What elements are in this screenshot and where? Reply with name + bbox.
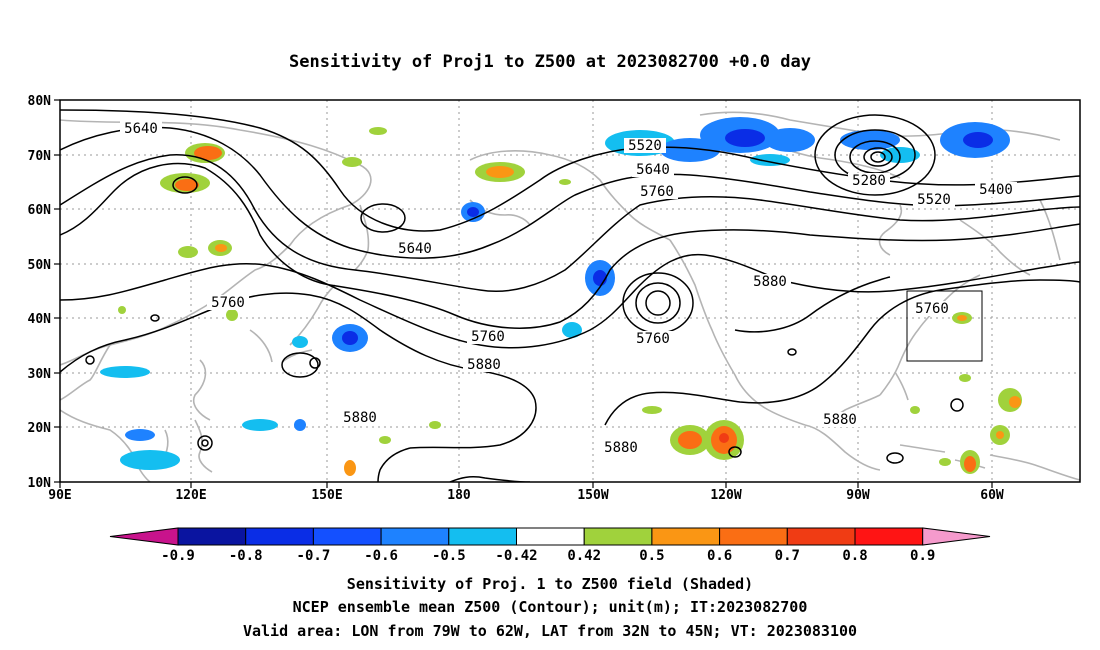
colorbar-label: -0.5 <box>432 548 466 564</box>
contour-label: 5760 <box>636 331 670 347</box>
caption-line-1: Sensitivity of Proj. 1 to Z500 field (Sh… <box>347 575 753 593</box>
contour-label: 5760 <box>915 301 949 317</box>
lat-label: 30N <box>28 367 52 382</box>
longitude-labels: 90E 120E 150E 180 150W 120W 90W 60W <box>48 488 1004 503</box>
contour-label: 5760 <box>211 295 245 311</box>
contour-label: 5880 <box>823 412 857 428</box>
lat-label: 60N <box>28 203 52 218</box>
lon-label: 120E <box>175 488 206 503</box>
lat-label: 50N <box>28 258 52 273</box>
lon-label: 120W <box>710 488 741 503</box>
lat-label: 80N <box>28 94 52 109</box>
colorbar-label: -0.42 <box>495 548 537 564</box>
caption-line-2: NCEP ensemble mean Z500 (Contour); unit(… <box>293 598 808 616</box>
colorbar-box <box>651 527 721 546</box>
contour-label: 5880 <box>343 410 377 426</box>
colorbar-box <box>380 527 450 546</box>
latitude-labels: 80N 70N 60N 50N 40N 30N 20N 10N <box>28 94 52 491</box>
lon-label: 150W <box>577 488 608 503</box>
lat-label: 20N <box>28 421 52 436</box>
lon-label: 90W <box>846 488 870 503</box>
colorbar-box <box>583 527 653 546</box>
axis-ticks <box>54 99 993 488</box>
contour-label: 5760 <box>640 184 674 200</box>
colorbar: -0.9 -0.8 -0.7 -0.6 -0.5 -0.42 0.42 0.5 0.6 0.7 0.… <box>109 527 991 564</box>
colorbar-box <box>177 527 247 546</box>
contour-label: 5520 <box>917 192 951 208</box>
colorbar-box <box>516 527 585 546</box>
colorbar-box <box>312 527 382 546</box>
colorbar-box <box>854 527 924 546</box>
colorbar-label: 0.9 <box>910 548 935 564</box>
contour-label: 5520 <box>628 138 662 154</box>
contour-label: 5880 <box>604 440 638 456</box>
colorbar-label: 0.7 <box>775 548 800 564</box>
map-frame <box>59 99 1081 483</box>
colorbar-label: -0.9 <box>161 548 195 564</box>
colorbar-label: 0.6 <box>707 548 732 564</box>
lat-label: 70N <box>28 149 52 164</box>
contour-label: 5760 <box>471 329 505 345</box>
lon-label: 150E <box>311 488 342 503</box>
colorbar-label: -0.8 <box>229 548 263 564</box>
contour-label: 5640 <box>636 162 670 178</box>
contour-label: 5280 <box>852 173 886 189</box>
colorbar-arrow-left <box>109 527 179 546</box>
colorbar-arrow-right <box>922 527 991 546</box>
contour-label: 5880 <box>753 274 787 290</box>
contour-label: 5640 <box>124 121 158 137</box>
lon-label: 90E <box>48 488 71 503</box>
map-area: 5640 5520 5640 5760 5280 5520 5400 5640 … <box>54 99 1081 488</box>
map-title: Sensitivity of Proj1 to Z500 at 20230827… <box>289 52 811 72</box>
colorbar-label: 0.5 <box>639 548 664 564</box>
contour-label: 5880 <box>467 357 501 373</box>
contour-label: 5640 <box>398 241 432 257</box>
colorbar-label: -0.6 <box>364 548 398 564</box>
colorbar-box <box>448 527 517 546</box>
colorbar-label: -0.7 <box>297 548 331 564</box>
lon-label: 60W <box>980 488 1004 503</box>
lat-label: 40N <box>28 312 52 327</box>
contour-label: 5400 <box>979 182 1013 198</box>
colorbar-box <box>245 527 314 546</box>
colorbar-box <box>786 527 856 546</box>
valid-area-box <box>906 290 983 362</box>
contour-labels: 5640 5520 5640 5760 5280 5520 5400 5640 … <box>120 121 1017 456</box>
caption-line-3: Valid area: LON from 79W to 62W, LAT fro… <box>243 622 857 640</box>
colorbar-label: 0.42 <box>567 548 601 564</box>
colorbar-label: 0.8 <box>842 548 867 564</box>
lat-label: 10N <box>28 476 52 491</box>
colorbar-box <box>719 527 788 546</box>
lon-label: 180 <box>447 488 471 503</box>
